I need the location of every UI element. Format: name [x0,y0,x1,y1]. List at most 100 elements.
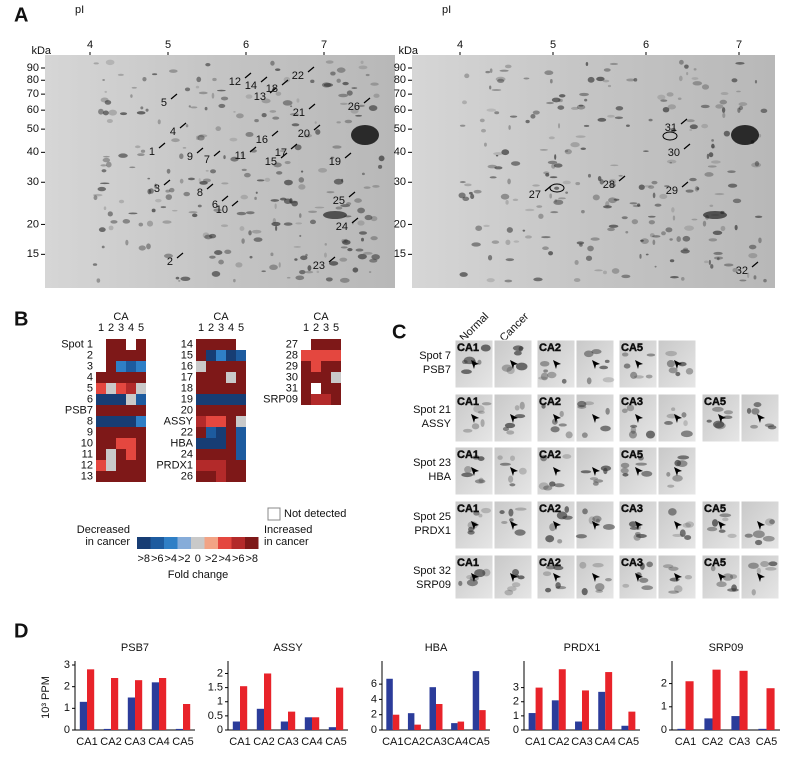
gel-spot [661,231,666,236]
gel-spot [192,213,198,218]
gel-spot [713,251,723,255]
gel-spot [326,191,335,194]
gel-spot [339,277,350,283]
heatmap-cell [226,405,236,416]
gel-spot [667,104,677,110]
gel-spot [549,193,553,199]
gel-spot [249,255,253,259]
gel-spot [748,253,758,259]
bar [598,691,606,730]
gel-spot [304,270,314,274]
gel-spot [677,97,682,100]
gel-spot [575,135,586,138]
gel-spot [471,242,481,247]
gel-spot [211,271,221,277]
gel-spot [364,214,373,221]
gel-spot [273,162,282,168]
gel-spot [744,533,753,538]
gel-spot [683,420,688,427]
gel-spot [489,85,492,90]
gel-spot [704,260,709,264]
gel-spot [339,257,348,262]
heatmap-cell [126,383,136,394]
gel-spot [586,377,592,385]
gel-spot [555,586,567,590]
gel-spot [154,183,157,189]
heatmap-cell [236,438,246,449]
gel-spot [666,472,671,477]
heatmap-cell [226,361,236,372]
gel-spot [654,203,662,207]
sample-label: CA1 [457,396,479,408]
gel-spot [685,189,694,193]
gel-spot [165,194,173,200]
gel-spot [370,236,378,241]
gel-spot [541,403,546,409]
gel-spot [669,577,680,582]
spot-label: 23 [313,260,325,272]
gel-spot [351,125,379,145]
gel-spot [108,109,117,116]
heatmap-cell [136,449,146,460]
row-label: 12 [81,459,93,471]
heatmap-cell [206,372,216,383]
sample-label: CA5 [704,557,726,569]
row-label: 3 [87,360,93,372]
gel-spot [514,414,526,419]
arrowhead [553,360,561,369]
heatmap-cell [301,339,311,350]
bar [336,687,344,730]
gel-spot [140,106,144,110]
gel-spot [261,98,271,104]
gel-spot [651,180,658,185]
spot-pointer [751,261,759,268]
gel-spot [640,239,644,242]
gel-spot [685,521,695,528]
gel-spot [92,193,103,197]
gel-spot [357,207,365,214]
pi-tick-label: 7 [736,39,742,51]
gel-spot [103,206,107,211]
row-label: 4 [87,371,93,383]
gel-spot [92,263,98,266]
gel-spot [548,251,554,256]
heatmap-cell [106,339,116,350]
arrowhead [592,573,600,582]
spot-pointer [176,252,184,259]
bar [79,701,87,730]
spot-pointer [281,79,289,86]
gel-spot [481,507,491,514]
gel-spot [355,114,362,117]
bar [551,700,559,730]
sample-label: CA5 [704,396,726,408]
spot-pointer [206,183,214,190]
heatmap-cell [206,471,216,482]
gel-spot [575,534,587,539]
bar [151,682,159,730]
spot-pointer [170,93,178,100]
gel-spot [592,563,604,568]
bar [280,721,288,730]
heatmap-cell [136,339,146,350]
arrowhead [635,467,643,476]
gel-spot [289,113,299,116]
heatmap-cell [236,394,246,405]
x-tick-label: CA1 [229,736,250,748]
gel-spot [340,246,348,249]
gel-spot [474,479,486,484]
gel-image [412,55,775,288]
gel-spot [131,86,137,89]
gel-spot [565,191,569,194]
gel-spot [754,539,763,546]
spot-label: 11 [235,150,246,162]
row-label: 5 [87,382,93,394]
gel-spot [502,426,510,431]
gel-spot [248,230,252,236]
heatmap-cell [236,405,246,416]
gel-spot [558,94,566,98]
gel-spot [573,278,581,283]
spot-label: 14 [245,80,257,92]
gel-spot [692,81,703,86]
gel-spot [494,166,503,170]
heatmap-cell [206,350,216,361]
